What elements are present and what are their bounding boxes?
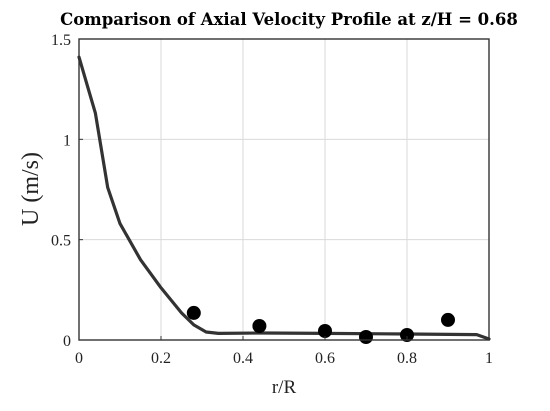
- x-tick-label: 0.2: [151, 350, 171, 367]
- plot-frame: [78, 38, 490, 341]
- data-point: [441, 312, 455, 327]
- chart-title: Comparison of Axial Velocity Profile at …: [60, 10, 518, 29]
- x-tick-label: 1: [485, 350, 493, 367]
- y-tick-label: 0: [63, 333, 71, 350]
- y-tick-label: 1: [63, 132, 71, 149]
- model-curve: [77, 55, 491, 341]
- x-tick-label: 0.6: [315, 350, 335, 367]
- grid: [79, 39, 489, 340]
- y-tick-label: 0.5: [51, 233, 71, 250]
- data-point: [186, 305, 201, 320]
- data-point: [318, 324, 332, 338]
- x-tick-label: 0: [75, 350, 83, 367]
- data-point: [359, 330, 373, 344]
- y-tick-label: 1.5: [51, 32, 71, 49]
- x-tick-label: 0.8: [397, 350, 417, 367]
- y-axis-label: U (m/s): [18, 152, 44, 226]
- data-point: [252, 319, 267, 333]
- plot-area: [77, 55, 491, 344]
- data-point: [400, 328, 414, 342]
- tick-labels: 0 0.2 0.4 0.6 0.8 1 0 0.5 1 1.5: [51, 32, 493, 367]
- x-tick-label: 0.4: [233, 350, 253, 367]
- x-axis-label: r/R: [272, 377, 297, 398]
